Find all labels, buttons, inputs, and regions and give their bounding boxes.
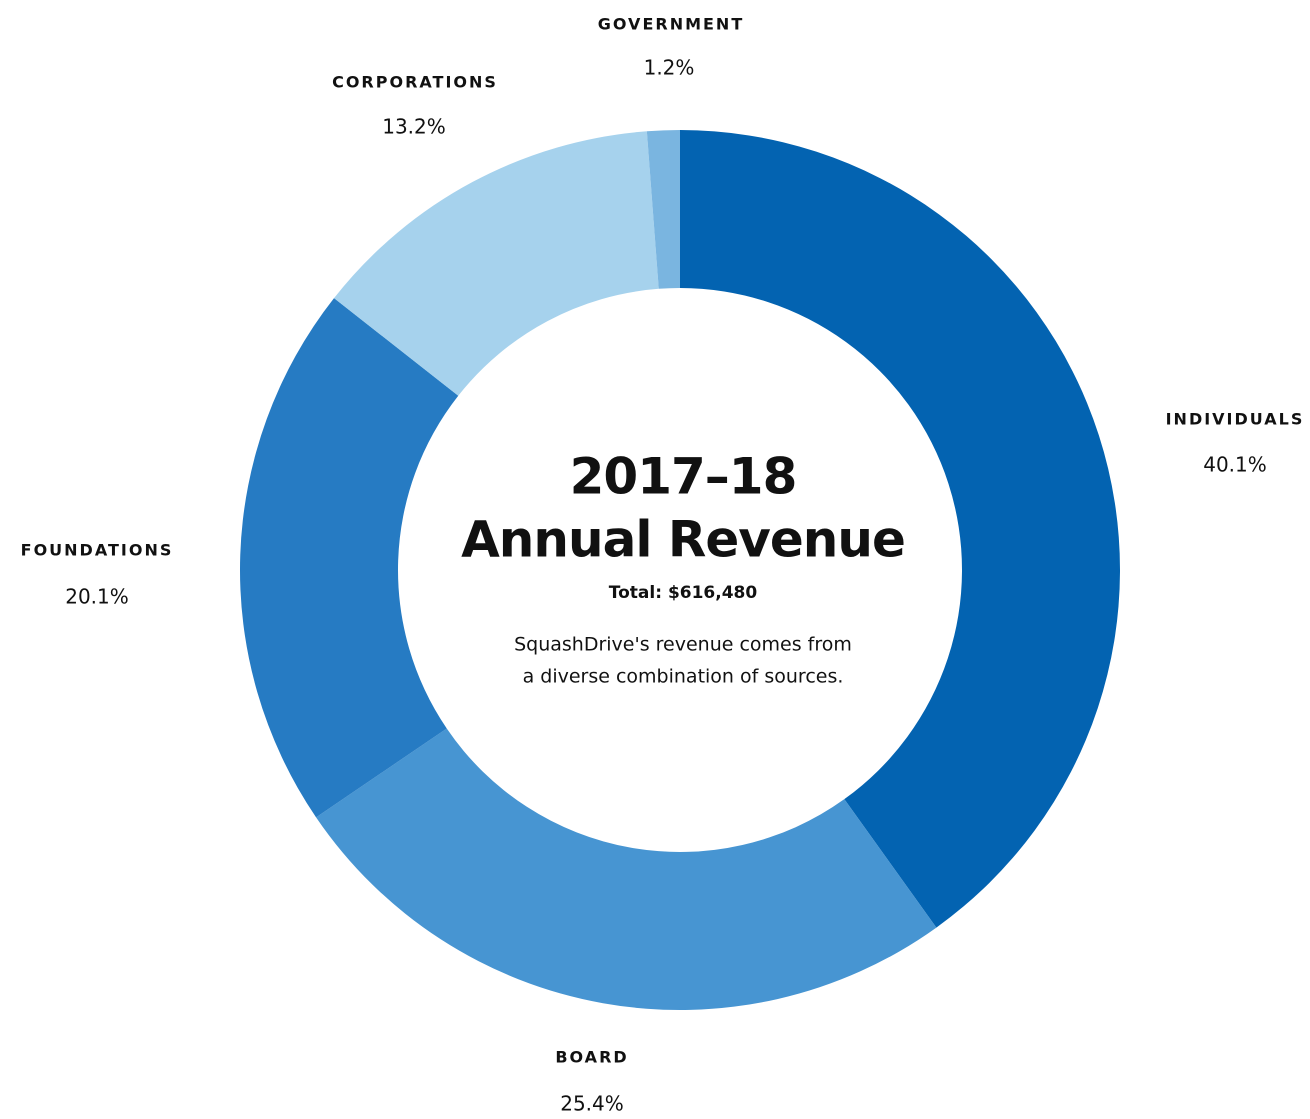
subtitle: Total: $616,480 [609,583,758,603]
donut-slice [680,130,1120,928]
description: SquashDrive's revenue comes from [514,634,852,656]
value-label: 40.1% [1203,453,1267,477]
category-label: BOARD [555,1048,628,1067]
category-label: GOVERNMENT [598,15,744,34]
donut-slice [240,298,459,818]
donut-slice [334,131,659,396]
donut-slice [316,728,937,1010]
value-label: 20.1% [65,585,129,609]
value-label: 25.4% [560,1092,624,1116]
category-label: FOUNDATIONS [21,541,174,560]
donut-slice [646,130,680,289]
value-label: 13.2% [382,115,446,139]
category-label: INDIVIDUALS [1166,410,1305,429]
slices [240,130,1120,1010]
value-label: 1.2% [644,56,695,80]
chart-title: 2017–18 [570,448,797,506]
category-label: CORPORATIONS [332,73,498,92]
description: a diverse combination of sources. [523,666,844,688]
chart-title: Annual Revenue [461,511,905,569]
